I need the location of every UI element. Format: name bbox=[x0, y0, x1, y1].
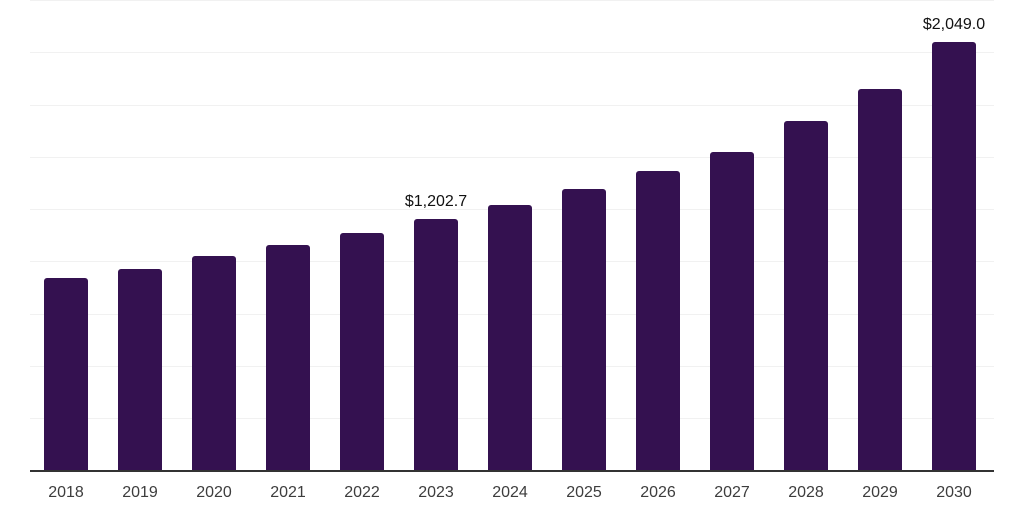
bar-2019 bbox=[118, 269, 162, 471]
x-tick-label-2026: 2026 bbox=[640, 484, 676, 501]
bar-2027 bbox=[710, 152, 754, 471]
bar-2028 bbox=[784, 121, 828, 471]
gridline-1500 bbox=[29, 156, 994, 158]
bar-2024 bbox=[488, 204, 532, 471]
data-label-2023: $1,202.7 bbox=[404, 193, 468, 210]
bar-2025 bbox=[562, 189, 606, 471]
x-tick-label-2022: 2022 bbox=[344, 484, 380, 501]
data-label-2030: $2,049.0 bbox=[922, 16, 986, 34]
x-tick-label-2025: 2025 bbox=[566, 484, 602, 501]
bar-2022 bbox=[340, 232, 384, 471]
x-tick-label-2020: 2020 bbox=[196, 484, 232, 501]
x-tick-label-2027: 2027 bbox=[714, 484, 750, 501]
x-tick-label-2030: 2030 bbox=[936, 484, 972, 501]
gridline-1750 bbox=[29, 104, 994, 106]
x-axis-line bbox=[29, 470, 994, 472]
x-tick-label-2018: 2018 bbox=[48, 484, 84, 501]
x-tick-label-2021: 2021 bbox=[270, 484, 306, 501]
bar-2023 bbox=[414, 219, 458, 471]
x-tick-label-2029: 2029 bbox=[862, 484, 898, 501]
bar-2026 bbox=[636, 171, 680, 471]
gridline-2000 bbox=[29, 52, 994, 54]
bar-2030 bbox=[932, 42, 976, 471]
bar-2020 bbox=[192, 255, 236, 471]
bar-2021 bbox=[266, 245, 310, 471]
x-tick-label-2028: 2028 bbox=[788, 484, 824, 501]
x-tick-label-2024: 2024 bbox=[492, 484, 528, 501]
bar-2018 bbox=[44, 278, 88, 471]
x-tick-label-2023: 2023 bbox=[418, 484, 454, 501]
bar-2029 bbox=[858, 89, 902, 471]
gridline-2250 bbox=[29, 0, 994, 1]
x-tick-label-2019: 2019 bbox=[122, 484, 158, 501]
